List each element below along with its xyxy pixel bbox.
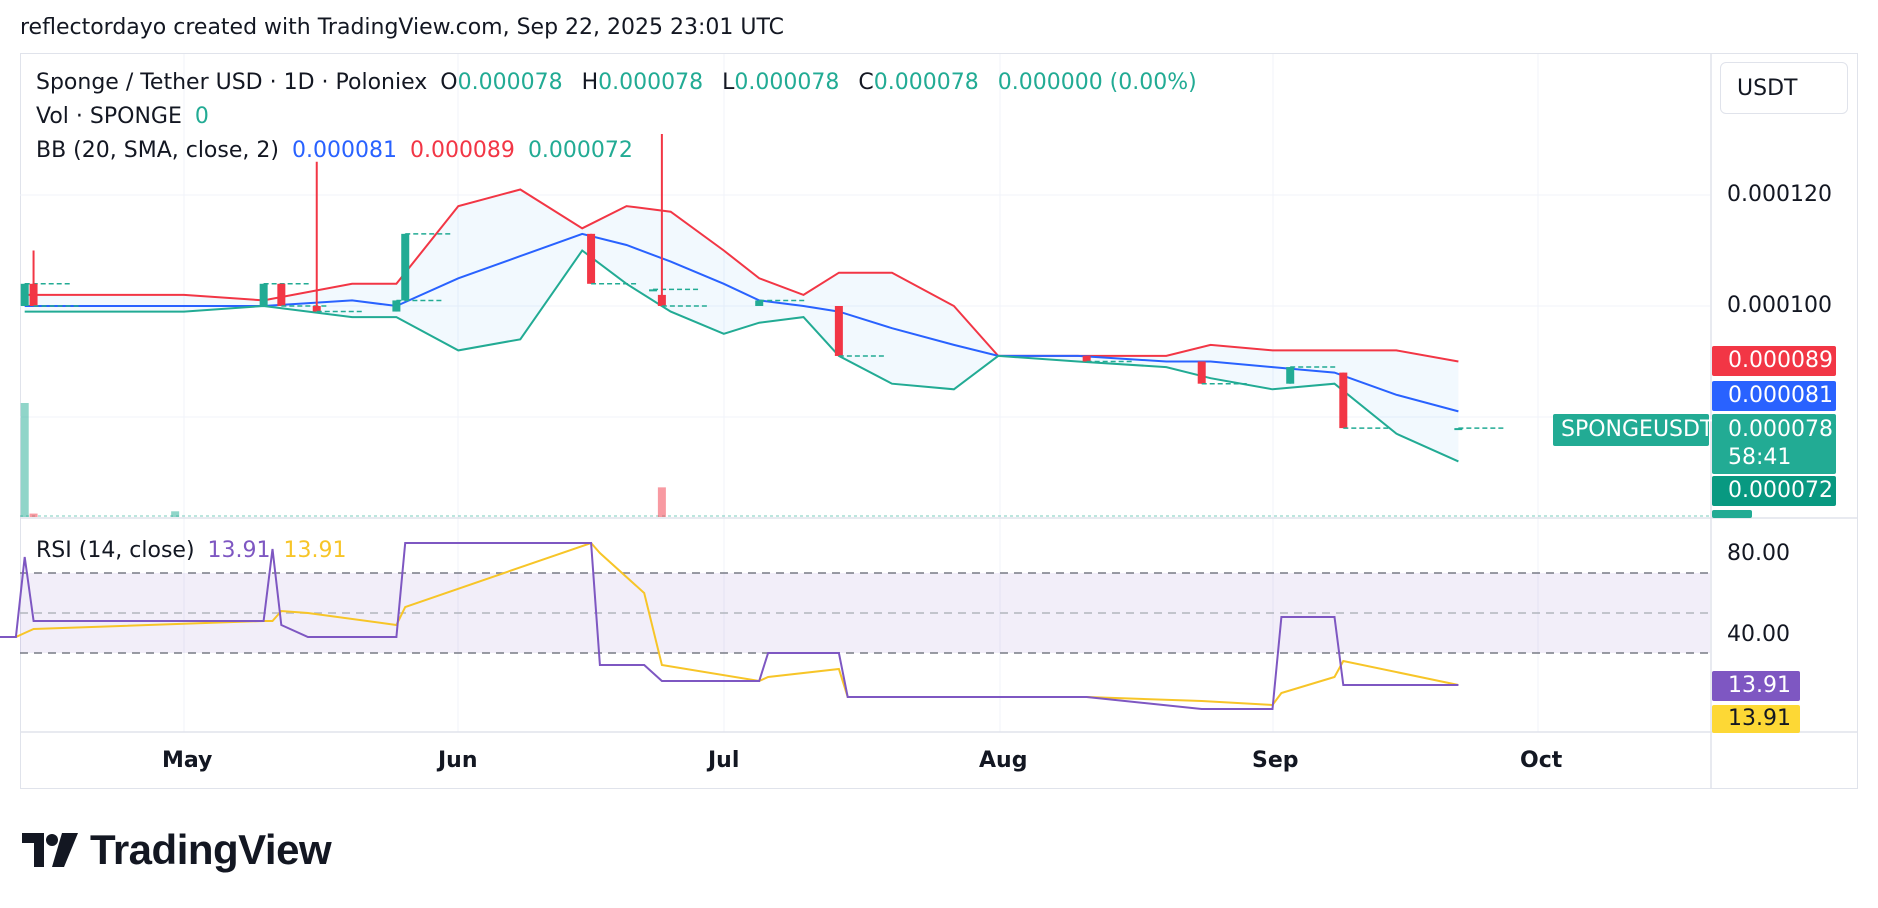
last-price-tag: 0.000078 58:41 [1712, 414, 1836, 474]
volume-tag [1712, 510, 1752, 518]
bb-lower-value: 0.000072 [527, 138, 633, 163]
candle-body [1286, 367, 1295, 384]
bb-fill [24, 189, 1459, 462]
rsi-ma-value: 13.91 [283, 538, 347, 563]
rsi-tag: 13.91 [1712, 671, 1800, 701]
bollinger-bands [24, 188, 1459, 463]
candle-body [277, 283, 286, 306]
rsi-ma-tag: 13.91 [1712, 705, 1800, 733]
bb-upper-value: 0.000089 [409, 138, 515, 163]
high-value: 0.000078 [598, 70, 704, 95]
legend-volume: Vol · SPONGE 0 [36, 104, 215, 129]
bb-lower-line [24, 249, 1459, 463]
candle-body [259, 283, 268, 306]
rsi-value: 13.91 [207, 538, 271, 563]
candle-body [1197, 361, 1206, 384]
candles [20, 133, 1507, 431]
volume-bar [171, 511, 180, 517]
candle-body [834, 306, 843, 356]
price-tick: 0.000100 [1727, 293, 1832, 318]
bb-basis-value: 0.000081 [291, 138, 397, 163]
rsi-tick: 80.00 [1727, 541, 1790, 566]
bb-label[interactable]: BB (20, SMA, close, 2) [36, 138, 279, 163]
bb-upper-tag: 0.000089 [1712, 346, 1836, 376]
volume-bar [657, 487, 666, 517]
brand-name: TradingView [90, 826, 332, 873]
price-tick: 0.000120 [1727, 182, 1832, 207]
low-value: 0.000078 [734, 70, 840, 95]
attribution: reflectordayo created with TradingView.c… [20, 15, 785, 40]
volume-bar [20, 403, 29, 517]
candle-body [755, 300, 764, 306]
tradingview-logo[interactable]: TradingView [22, 826, 332, 874]
candle-body [649, 289, 658, 292]
rsi-line [0, 542, 1459, 710]
month-label: May [162, 748, 213, 773]
volume-label[interactable]: Vol · SPONGE [36, 104, 182, 129]
close-value: 0.000078 [873, 70, 979, 95]
month-label: Jul [708, 748, 740, 773]
candle-body [20, 283, 29, 306]
currency-selector[interactable]: USDT [1720, 62, 1848, 114]
symbol-name[interactable]: Sponge / Tether USD · 1D · Poloniex [36, 70, 428, 95]
candle-body [29, 283, 38, 306]
bar-countdown: 58:41 [1728, 445, 1792, 470]
month-label: Jun [438, 748, 478, 773]
legend-ohlc: Sponge / Tether USD · 1D · Poloniex O0.0… [36, 70, 1197, 95]
month-label: Aug [979, 748, 1028, 773]
legend-bb: BB (20, SMA, close, 2) 0.000081 0.000089… [36, 138, 639, 163]
chart-frame [20, 53, 1858, 789]
rsi-series [0, 541, 1459, 710]
change-value: 0.000000 (0.00%) [997, 70, 1197, 95]
volume-bar [29, 513, 38, 517]
bb-basis-line [24, 232, 1459, 413]
symbol-tag: SPONGEUSDT [1553, 414, 1713, 446]
bb-upper-line [24, 188, 1459, 363]
month-label: Oct [1520, 748, 1563, 773]
rsi-tick: 40.00 [1727, 622, 1790, 647]
last-price: 0.000078 [1728, 417, 1833, 442]
bb-basis-tag: 0.000081 [1712, 381, 1836, 411]
candle-body [1082, 355, 1091, 362]
candle-body [1339, 372, 1348, 429]
rsi-label[interactable]: RSI (14, close) [36, 538, 195, 563]
month-label: Sep [1252, 748, 1299, 773]
candle-body [657, 294, 666, 306]
open-value: 0.000078 [457, 70, 563, 95]
candle-body [1454, 428, 1463, 431]
volume-value: 0 [194, 104, 209, 129]
candle-body [312, 306, 321, 312]
tradingview-logo-icon [22, 833, 78, 867]
candle-body [392, 300, 401, 312]
candle-body [401, 233, 410, 301]
candle-body [587, 233, 596, 284]
legend-rsi: RSI (14, close) 13.91 13.91 [36, 538, 353, 563]
volume-bars [20, 403, 666, 517]
bb-lower-tag: 0.000072 [1712, 476, 1836, 506]
